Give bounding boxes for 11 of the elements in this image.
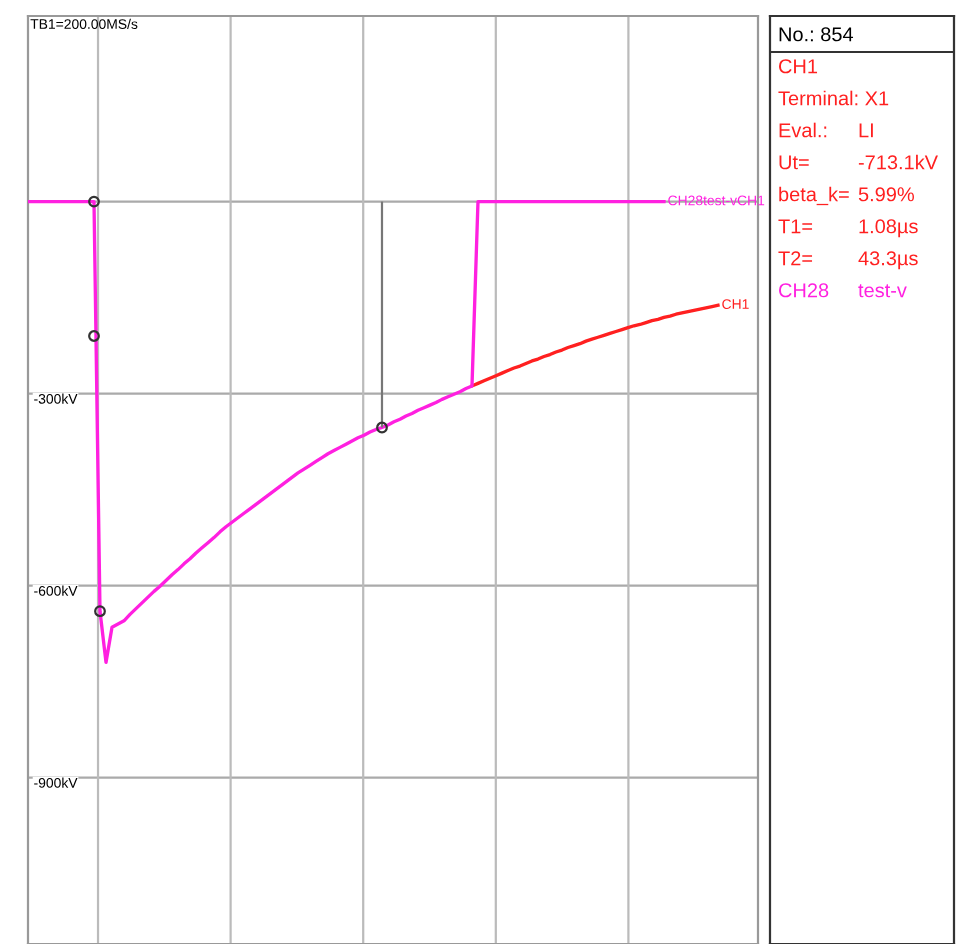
text: CH1 xyxy=(779,59,818,74)
text: Ut= -713.1kV xyxy=(779,154,938,170)
text: Terminal: X1 xyxy=(778,90,889,106)
text: No.: 854 xyxy=(779,27,854,42)
text: T1= 1.08µs xyxy=(778,219,918,238)
text: CH28 test-v xyxy=(779,283,907,298)
line-series xyxy=(470,303,720,388)
line-series xyxy=(28,199,666,665)
text: T2= 43.3µs xyxy=(778,251,918,270)
text: Eval.: LI xyxy=(779,122,873,138)
text: beta_k= 5.99% xyxy=(779,186,914,206)
